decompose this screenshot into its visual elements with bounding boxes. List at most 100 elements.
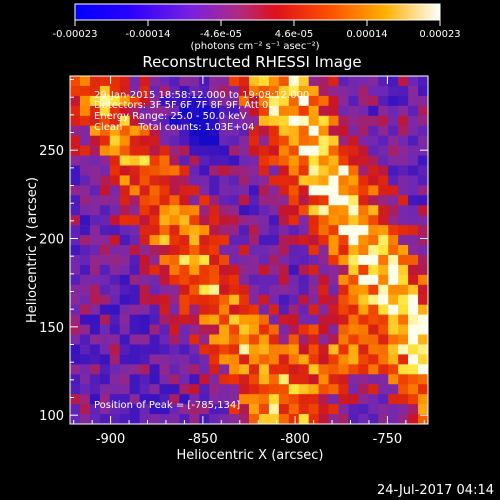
heatmap-cell <box>408 235 419 246</box>
heatmap-cell <box>89 254 101 266</box>
heatmap-cell <box>70 274 81 286</box>
heatmap-cell <box>398 125 409 137</box>
heatmap-cell <box>278 76 290 87</box>
heatmap-cell <box>149 115 161 127</box>
heatmap-cell <box>298 95 310 107</box>
heatmap-cell <box>278 145 290 157</box>
heatmap-cell <box>338 294 350 306</box>
heatmap-cell <box>119 225 131 236</box>
heatmap-cell <box>348 115 359 127</box>
heatmap-cell <box>328 175 340 186</box>
heatmap-cell <box>398 254 409 266</box>
heatmap-cell <box>288 344 300 355</box>
heatmap-cell <box>328 284 340 296</box>
heatmap-cell <box>199 145 210 157</box>
heatmap-cell <box>189 334 200 346</box>
heatmap-cell <box>408 225 419 236</box>
heatmap-cell <box>109 185 121 196</box>
heatmap-cell <box>348 404 359 415</box>
heatmap-cell <box>149 195 161 206</box>
heatmap-cell <box>129 364 141 375</box>
heatmap-cell <box>398 404 409 415</box>
heatmap-cell <box>179 404 190 415</box>
heatmap-cell <box>258 225 270 236</box>
heatmap-cell <box>418 195 428 206</box>
heatmap-cell <box>418 225 428 236</box>
heatmap-cell <box>79 374 91 385</box>
heatmap-cell <box>298 195 310 206</box>
heatmap-cell <box>388 85 399 97</box>
heatmap-cell <box>89 274 101 286</box>
heatmap-cell <box>278 304 290 316</box>
heatmap-cell <box>99 304 111 316</box>
heatmap-cell <box>179 304 190 316</box>
heatmap-cell <box>298 344 310 355</box>
heatmap-cell <box>99 185 111 196</box>
heatmap-cell <box>278 155 290 167</box>
heatmap-cell <box>149 414 161 424</box>
heatmap-cell <box>79 185 91 196</box>
heatmap-cell <box>338 414 350 424</box>
heatmap-cell <box>318 404 330 415</box>
heatmap-cell <box>338 76 350 87</box>
heatmap-cell <box>179 135 190 147</box>
heatmap-cell <box>219 334 230 346</box>
heatmap-cell <box>139 254 151 266</box>
heatmap-cell <box>278 125 290 137</box>
heatmap-cell <box>288 404 300 415</box>
heatmap-cell <box>119 245 131 256</box>
heatmap-cell <box>119 165 131 177</box>
heatmap-cell <box>239 105 250 117</box>
heatmap-cell <box>318 254 330 266</box>
heatmap-cell <box>249 175 260 186</box>
heatmap-cell <box>109 374 121 385</box>
heatmap-cell <box>368 264 379 276</box>
heatmap-cell <box>159 215 171 226</box>
heatmap-cell <box>239 215 250 226</box>
heatmap-cell <box>249 245 260 256</box>
heatmap-cell <box>209 215 220 226</box>
heatmap-cell <box>249 404 260 415</box>
heatmap-cell <box>99 225 111 236</box>
heatmap-cell <box>258 76 270 87</box>
heatmap-cell <box>179 314 190 326</box>
heatmap-cell <box>209 254 220 266</box>
heatmap-cell <box>408 364 419 375</box>
heatmap-cell <box>258 135 270 147</box>
heatmap-cell <box>99 245 111 256</box>
heatmap-cell <box>308 205 320 216</box>
heatmap-cell <box>219 205 230 216</box>
heatmap-cell <box>268 76 280 87</box>
heatmap-cell <box>378 76 389 87</box>
heatmap-cell <box>179 85 190 97</box>
heatmap-cell <box>418 274 428 286</box>
heatmap-cell <box>229 354 240 365</box>
heatmap-cell <box>89 76 101 87</box>
heatmap-cell <box>358 205 369 216</box>
heatmap-cell <box>159 245 171 256</box>
heatmap-cell <box>398 324 409 336</box>
heatmap-cell <box>268 254 280 266</box>
heatmap-cell <box>229 404 240 415</box>
heatmap-cell <box>89 185 101 196</box>
heatmap-cell <box>70 284 81 296</box>
heatmap-cell <box>398 364 409 375</box>
heatmap-cell <box>239 85 250 97</box>
heatmap-cell <box>70 254 81 266</box>
heatmap-cell <box>89 264 101 276</box>
heatmap-cell <box>229 235 240 246</box>
heatmap-cell <box>109 135 121 147</box>
heatmap-cell <box>338 245 350 256</box>
heatmap-cell <box>70 95 81 107</box>
heatmap-cell <box>318 414 330 424</box>
heatmap-cell <box>378 324 389 336</box>
heatmap-cell <box>358 225 369 236</box>
heatmap-cell <box>358 155 369 167</box>
heatmap-cell <box>199 115 210 127</box>
heatmap-cell <box>159 85 171 97</box>
heatmap-cell <box>119 294 131 306</box>
heatmap-cell <box>189 304 200 316</box>
heatmap-cell <box>209 105 220 117</box>
heatmap-cell <box>368 76 379 87</box>
heatmap-cell <box>219 215 230 226</box>
